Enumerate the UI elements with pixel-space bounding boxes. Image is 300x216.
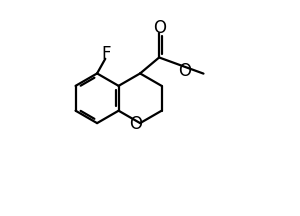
- Text: O: O: [178, 62, 191, 80]
- Text: O: O: [129, 115, 142, 133]
- Text: O: O: [153, 19, 166, 37]
- Text: F: F: [101, 45, 110, 63]
